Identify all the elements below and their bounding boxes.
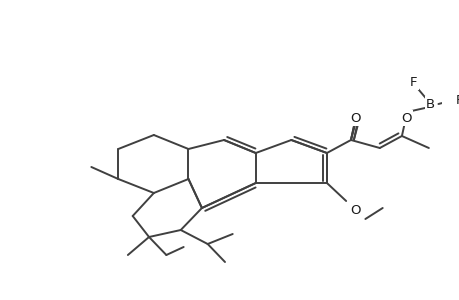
Text: F: F (409, 76, 416, 88)
Text: F: F (455, 94, 459, 106)
Text: O: O (401, 112, 411, 124)
Text: O: O (350, 112, 360, 124)
Text: O: O (350, 205, 360, 218)
Text: B: B (425, 98, 434, 110)
